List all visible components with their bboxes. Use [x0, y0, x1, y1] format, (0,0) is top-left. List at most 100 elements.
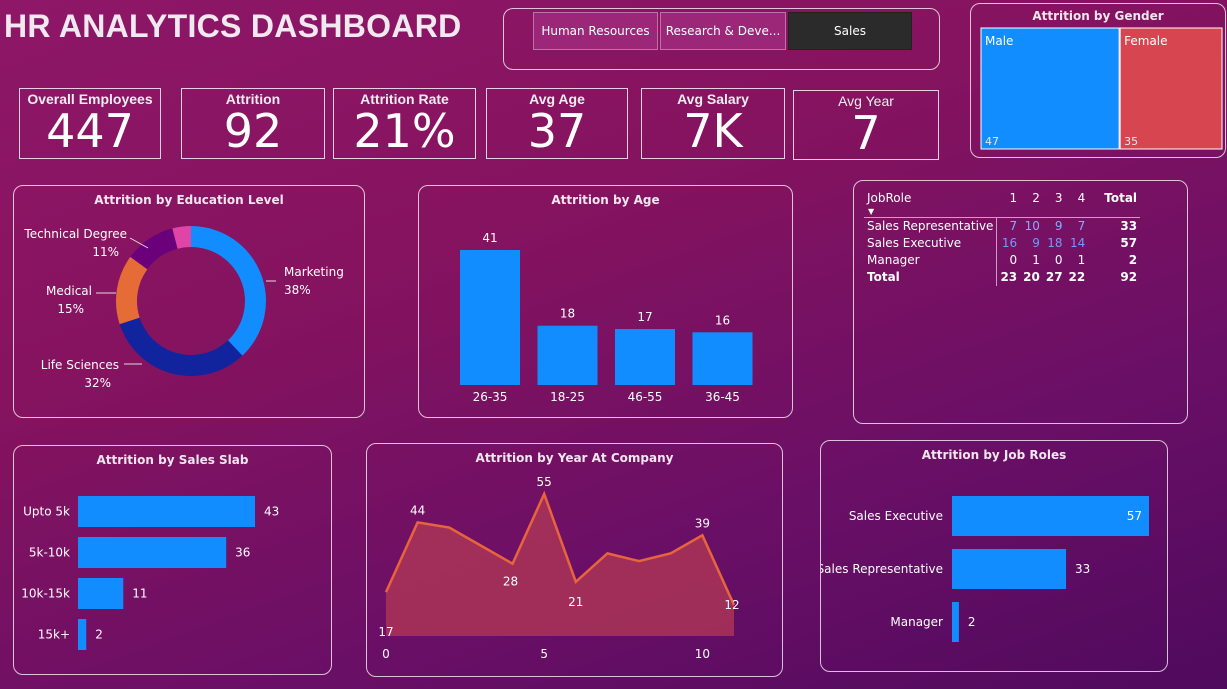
- matrix-row[interactable]: Sales Representative 7 10 9 7 33: [864, 217, 1140, 235]
- jobrole-matrix: JobRole ▼ 1 2 3 4 Total Sales Representat…: [864, 191, 1141, 286]
- x-tick-label: 0: [382, 647, 390, 661]
- bar-value-label: 2: [968, 615, 976, 629]
- donut-leader-line: [129, 237, 149, 249]
- sales-slab-bar-chart: 43 Upto 5k 36 5k-10k 11 10k-15k 2 15k+: [21, 496, 279, 650]
- kpi-value: 447: [46, 104, 134, 158]
- kpi-label: Avg Year: [838, 93, 894, 109]
- slicer-button-human-resources[interactable]: Human Resources: [533, 12, 658, 50]
- attrition-by-age-panel: Attrition by Age 41 26-35 18 18-25 17 46-55 16…: [418, 185, 793, 418]
- matrix-header-label: JobRole: [867, 191, 912, 205]
- chart-title: Attrition by Age: [551, 193, 660, 207]
- matrix-row[interactable]: Sales Executive 16 9 18 14 57: [864, 234, 1140, 252]
- bar-value-label: 33: [1075, 562, 1090, 576]
- kpi-label: Overall Employees: [27, 91, 153, 107]
- bar-value-label: 16: [715, 313, 730, 327]
- chart-title: Attrition by Sales Slab: [96, 453, 249, 467]
- x-tick-label: 10: [695, 647, 710, 661]
- bar-value-label: 43: [264, 505, 279, 519]
- x-tick-label: 46-55: [628, 390, 663, 404]
- donut-percent-label: 11%: [92, 245, 119, 259]
- treemap-tile-0: [980, 27, 1120, 150]
- age-bar: [460, 250, 520, 385]
- education-donut-chart: Marketing 38% Life Sciences 32% Medical 15% Te…: [23, 226, 344, 390]
- point-value-label: 28: [503, 575, 518, 589]
- kpi-attrition: Attrition 92: [181, 88, 325, 159]
- donut-slice-1: [119, 317, 243, 376]
- matrix-cell: 1: [1077, 253, 1086, 267]
- area-line: [384, 490, 736, 606]
- age-bar: [692, 332, 753, 385]
- slab-bar: [78, 537, 227, 568]
- matrix-cell: 16: [1001, 236, 1018, 250]
- point-value-label: 12: [724, 598, 739, 612]
- gender-treemap: Male 47 Female 35: [980, 27, 1223, 150]
- matrix-row-label: Sales Representative: [864, 217, 998, 235]
- matrix-header: 2: [1032, 191, 1040, 205]
- y-tick-label: Sales Executive: [849, 509, 943, 523]
- chart-title: Attrition by Year At Company: [475, 451, 674, 465]
- age-bar: [615, 329, 675, 385]
- kpi-overall-employees: Overall Employees 447: [19, 88, 161, 159]
- slab-bar: [78, 496, 255, 527]
- matrix-total-label: Total: [864, 268, 998, 286]
- area-fill: [386, 494, 734, 636]
- chart-title: Attrition by Gender: [1032, 9, 1164, 23]
- point-value-label: 17: [378, 625, 393, 639]
- matrix-header: Total: [1104, 191, 1138, 205]
- x-tick-label: 18-25: [550, 390, 585, 404]
- kpi-label: Attrition: [225, 91, 281, 107]
- y-tick-label: 10k-15k: [21, 587, 70, 601]
- y-tick-label: 15k+: [38, 628, 70, 642]
- kpi-value: 92: [223, 104, 283, 158]
- sort-down-icon[interactable]: ▼: [868, 207, 875, 216]
- bar-value-label: 41: [482, 231, 497, 245]
- kpi-label: Avg Salary: [677, 91, 749, 107]
- point-value-label: 39: [695, 516, 710, 530]
- donut-slice-0: [191, 226, 266, 356]
- matrix-header: 1: [1009, 191, 1018, 205]
- bar-value-label: 36: [235, 546, 250, 560]
- kpi-label: Attrition Rate: [360, 91, 449, 107]
- y-tick-label: Manager: [890, 615, 943, 629]
- matrix-row[interactable]: Manager 0 1 0 1 2: [864, 251, 1140, 269]
- matrix-row-label: Manager: [864, 251, 998, 269]
- donut-category-label: Technical Degree: [23, 227, 127, 241]
- matrix-cell: 9: [1032, 236, 1040, 250]
- slicer-button-research-development[interactable]: Research & Deve...: [660, 12, 786, 50]
- slab-bar: [78, 619, 87, 650]
- bar-value-label: 11: [132, 587, 147, 601]
- matrix-total-cell: 92: [1120, 270, 1138, 284]
- x-tick-label: 36-45: [705, 390, 740, 404]
- bar-value-label: 17: [637, 310, 652, 324]
- point-value-label: 55: [537, 475, 552, 489]
- attrition-by-job-roles-panel: Attrition by Job Roles 57 Sales Executive…: [820, 440, 1168, 672]
- matrix-row-total: 33: [1120, 219, 1138, 233]
- matrix-row-label: Sales Executive: [864, 234, 998, 252]
- point-value-label: 21: [568, 595, 583, 609]
- donut-percent-label: 38%: [284, 283, 311, 297]
- slicer-button-sales[interactable]: Sales: [788, 12, 912, 50]
- chart-title: Attrition by Job Roles: [921, 448, 1067, 462]
- matrix-total-row: Total 23 20 27 22 92: [864, 268, 1140, 286]
- matrix-cell: 7: [1077, 219, 1086, 233]
- kpi-avg-salary: Avg Salary 7K: [641, 88, 785, 159]
- matrix-cell: 7: [1009, 219, 1018, 233]
- kpi-avg-age: Avg Age 37: [486, 88, 628, 159]
- y-tick-label: Sales Representative: [821, 562, 943, 576]
- job-roles-bar-chart: 57 Sales Executive 33 Sales Representative 2…: [821, 496, 1149, 642]
- matrix-total-cell: 27: [1045, 270, 1063, 284]
- x-tick-label: 26-35: [473, 390, 508, 404]
- treemap-label: Male: [985, 34, 1013, 48]
- matrix-total-cell: 23: [1000, 270, 1018, 284]
- job-role-bar: [952, 496, 1149, 536]
- age-bar: [537, 325, 598, 385]
- kpi-value: 7K: [683, 104, 743, 158]
- point-value-label: 44: [410, 503, 425, 517]
- matrix-row-total: 2: [1128, 253, 1138, 267]
- jobrole-matrix-panel: JobRole ▼ 1 2 3 4 Total Sales Representat…: [853, 180, 1188, 424]
- matrix-header-jobrole[interactable]: JobRole ▼: [864, 191, 997, 217]
- attrition-by-year-panel: Attrition by Year At Company 17 44 28 55 21 3…: [366, 443, 783, 677]
- chart-title: Attrition by Education Level: [94, 193, 284, 207]
- donut-category-label: Marketing: [284, 265, 344, 279]
- donut-category-label: Medical: [46, 284, 92, 298]
